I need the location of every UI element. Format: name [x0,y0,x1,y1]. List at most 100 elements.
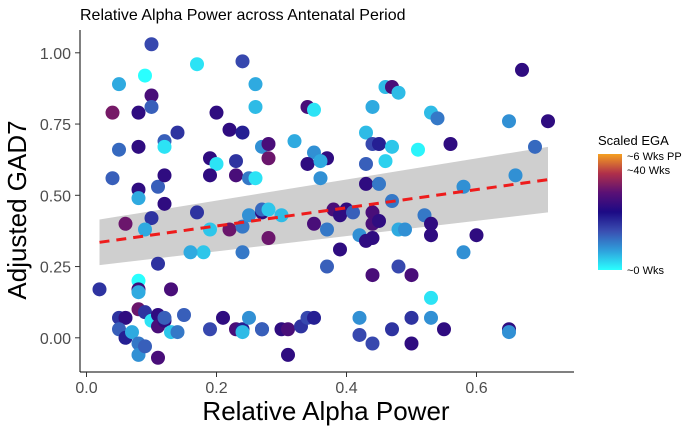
data-point [261,231,276,246]
plot-area [92,37,555,365]
data-point [287,134,302,149]
data-point [469,228,484,243]
data-point [365,268,380,283]
data-point [424,228,438,243]
data-point [170,325,185,340]
y-axis-title: Adjusted GAD7 [2,120,32,299]
data-point [144,211,159,226]
data-point [261,137,276,151]
data-point [307,216,321,231]
data-point [157,168,172,183]
y-tick-label: 0.00 [40,331,71,348]
data-point [203,222,217,237]
data-point [248,99,263,114]
data-point [385,322,399,337]
data-point [359,176,373,191]
data-point [125,325,139,340]
y-axis-ticks: 0.00 0.25 0.50 0.75 1.00 [40,46,80,348]
data-point [404,268,419,283]
data-point [203,322,217,337]
data-point [183,245,198,260]
data-point [424,216,438,231]
data-point [424,310,438,325]
data-point [151,350,165,365]
data-point [307,310,321,325]
data-point [404,336,419,351]
y-tick-label: 0.75 [40,117,71,134]
data-point [112,142,126,157]
data-point [261,202,276,217]
data-point [443,137,458,151]
data-point [138,339,152,354]
data-point [216,310,230,325]
data-point [424,290,438,305]
data-point [430,111,445,126]
data-point [255,322,269,337]
data-point [164,282,178,297]
data-point [177,308,191,322]
data-point [248,171,263,186]
color-scale-label-bottom: ~0 Wks [627,265,664,277]
x-axis-title: Relative Alpha Power [202,396,449,426]
data-point [105,105,120,120]
data-point [112,77,126,92]
data-point [313,154,328,169]
data-point [196,245,211,260]
data-point [274,208,289,223]
data-point [105,171,120,186]
data-point [222,122,237,137]
data-point [300,156,315,171]
data-point [352,310,367,325]
data-point [203,168,217,183]
data-point [229,168,243,183]
data-point [372,137,386,151]
data-point [138,68,152,83]
data-point [131,285,146,300]
data-point [541,114,555,129]
data-point [190,205,204,220]
data-point [411,142,425,157]
data-point [385,139,399,154]
data-point [508,168,523,183]
data-point [378,154,393,169]
data-point [261,151,276,166]
data-point [242,310,256,325]
data-point [157,196,172,211]
data-point [118,216,133,231]
data-point [242,208,256,223]
color-scale-label-top: ~6 Wks PP [627,151,682,163]
data-point [131,191,146,206]
data-point [515,62,529,77]
data-point [248,77,263,92]
data-point [502,114,516,129]
data-point [209,105,224,120]
x-tick-label: 0.0 [75,380,97,397]
data-point [502,325,516,340]
data-point [456,245,471,260]
data-point [391,85,406,100]
data-point [235,125,250,140]
data-point [229,154,243,169]
data-point [365,231,380,246]
x-tick-label: 0.2 [205,380,227,397]
data-point [528,139,542,154]
data-point [456,179,471,194]
data-point [92,282,107,297]
data-point [209,156,224,171]
data-point [391,259,406,274]
data-point [170,125,185,140]
color-scale-legend: Scaled EGA ~6 Wks PP ~40 Wks ~0 Wks [598,133,682,277]
data-point [365,336,380,351]
data-point [235,54,250,69]
data-point [144,99,159,114]
data-point [346,205,360,220]
x-axis-ticks: 0.0 0.2 0.4 0.6 [75,372,488,397]
y-tick-label: 0.25 [40,260,71,277]
y-tick-label: 1.00 [40,46,71,63]
color-scale-bar [598,154,622,270]
data-point [235,245,250,260]
data-point [131,139,146,154]
trend-line [99,178,549,244]
data-point [144,88,159,103]
data-point [190,57,204,72]
